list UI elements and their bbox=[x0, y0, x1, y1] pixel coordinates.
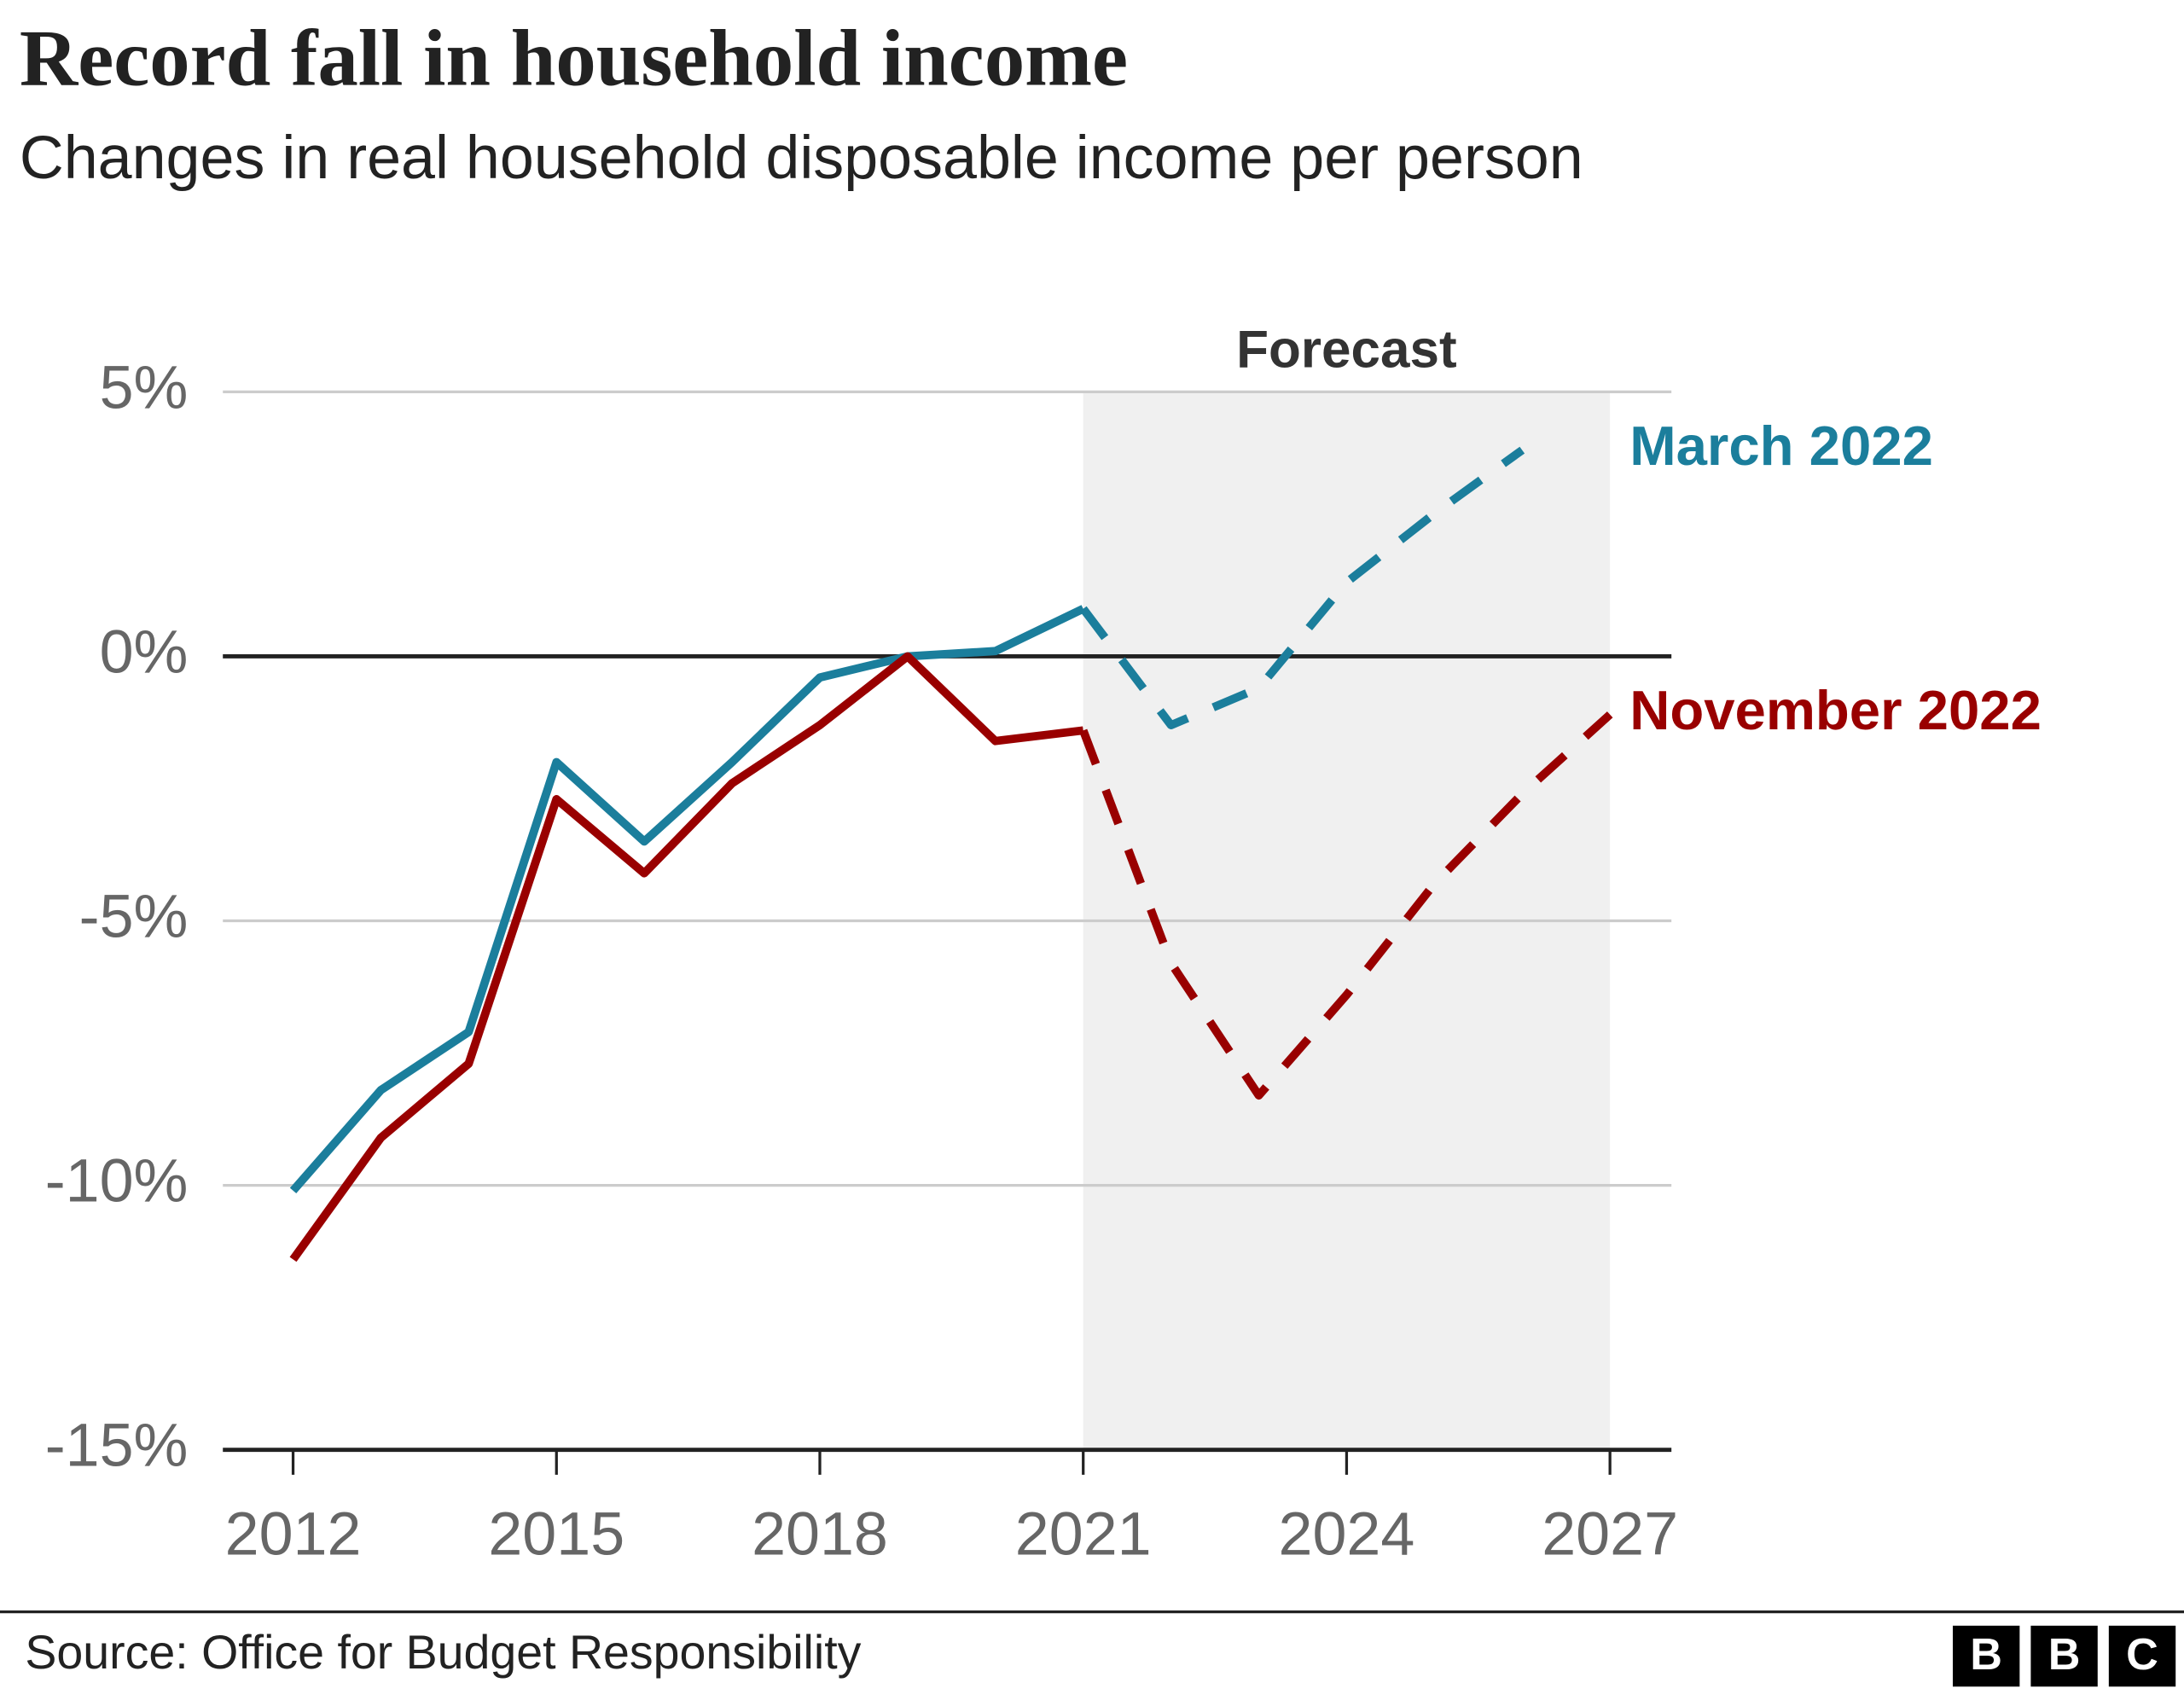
forecast-line bbox=[1079, 711, 1613, 1100]
y-tick-label: 0% bbox=[100, 618, 189, 687]
x-tick-label: 2018 bbox=[752, 1500, 888, 1569]
logo-letter: B bbox=[2048, 1630, 2081, 1680]
logo-letter: B bbox=[1970, 1630, 2002, 1680]
x-tick-label: 2027 bbox=[1542, 1500, 1678, 1569]
source: Source: Office for Budget Responsibility bbox=[25, 1626, 861, 1679]
x-tick-label: 2012 bbox=[225, 1500, 362, 1569]
series-label: November 2022 bbox=[1629, 679, 2042, 741]
y-tick-label: -5% bbox=[79, 883, 189, 951]
forecast-label: Forecast bbox=[1236, 320, 1457, 379]
series-line bbox=[289, 652, 1084, 1262]
y-tick-label: 5% bbox=[100, 353, 189, 421]
x-tick-label: 2015 bbox=[488, 1500, 624, 1569]
series-label: March 2022 bbox=[1629, 415, 1933, 477]
logo-letter: C bbox=[2126, 1630, 2158, 1680]
series-line bbox=[289, 605, 1085, 1194]
y-tick-label: -10% bbox=[45, 1147, 189, 1216]
logo-box bbox=[2108, 1625, 2176, 1687]
x-tick-label: 2024 bbox=[1279, 1500, 1415, 1569]
y-tick-label: -15% bbox=[45, 1412, 189, 1480]
x-tick-label: 2021 bbox=[1015, 1500, 1152, 1569]
logo-box bbox=[2030, 1625, 2098, 1687]
logo-box bbox=[1952, 1625, 2020, 1687]
chart-subtitle: Changes in real household disposable inc… bbox=[20, 124, 1583, 192]
chart-title: Record fall in household income bbox=[20, 15, 1128, 103]
